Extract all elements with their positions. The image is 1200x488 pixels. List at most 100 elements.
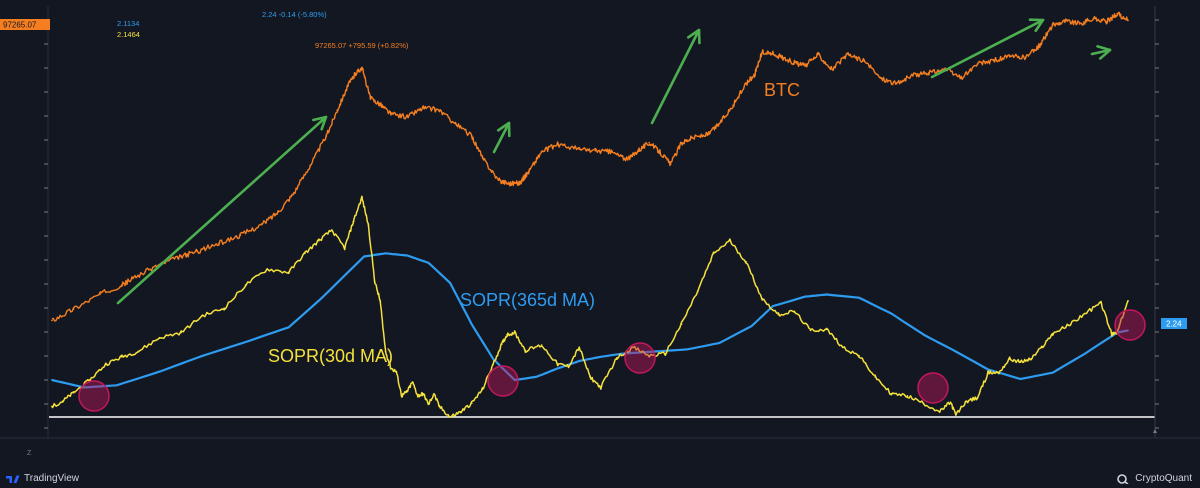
sopr-30d-point [976, 397, 979, 399]
sopr-30d-point [809, 329, 812, 332]
btc-point [260, 223, 263, 226]
crossover-highlight-circle [487, 365, 519, 397]
sopr-30d-point [500, 343, 503, 346]
trend-arrow-head [312, 115, 328, 131]
btc-point [680, 141, 683, 144]
sopr-30d-point [874, 375, 877, 378]
btc-point [637, 149, 640, 151]
sopr-30d-point [422, 392, 425, 395]
btc-point [718, 122, 721, 125]
sopr-30d-point [406, 390, 408, 393]
btc-point [1024, 56, 1027, 59]
btc-series [51, 11, 1129, 322]
sopr-30d-point [949, 401, 952, 404]
tradingview-logo-icon [6, 475, 20, 483]
sopr-30d-point [890, 392, 893, 395]
sopr-365d-point [621, 352, 624, 355]
btc-point [659, 150, 661, 153]
sopr-30d-point [51, 405, 53, 408]
sopr-365d-point [320, 297, 322, 300]
sopr-30d-point [158, 336, 161, 339]
btc-point [1116, 12, 1119, 15]
sopr-30d-point [745, 260, 747, 263]
sopr-30d-point [997, 371, 1000, 374]
btc-point [976, 63, 979, 66]
trend-arrow [1090, 48, 1112, 56]
sopr-30d-point [470, 402, 473, 405]
sopr-365d-point [513, 379, 516, 381]
sopr-30d-point [287, 271, 290, 274]
sopr-365d-point [599, 355, 602, 358]
btc-point [804, 65, 807, 67]
sopr-365d-point [492, 358, 495, 360]
btc-line [51, 11, 1129, 322]
btc-point [347, 84, 349, 87]
btc-point [438, 109, 441, 112]
sopr-30d-point [390, 367, 392, 370]
sopr-30d-point [104, 363, 107, 366]
right-axis-value-badge-text: 2.24 [1166, 320, 1182, 329]
btc-point [1078, 22, 1081, 25]
sopr-30d-point [317, 239, 320, 242]
sopr-365d-point [858, 296, 860, 299]
sopr-365d-point [750, 325, 753, 328]
sopr-365d-point [890, 312, 893, 315]
sopr-365d-point [987, 368, 990, 371]
sopr-30d-point [825, 328, 828, 331]
btc-point [196, 250, 199, 253]
trend-arrow-head [686, 28, 701, 45]
sopr-30d-point [589, 375, 591, 378]
sopr-30d-point [922, 402, 925, 405]
sopr-365d-point [201, 354, 204, 357]
sopr-30d-point [330, 229, 333, 232]
sopr-30d-series [51, 195, 1129, 418]
trend-arrow-head [496, 121, 511, 138]
btc-point [239, 234, 242, 237]
btc-series-label: BTC [764, 80, 800, 100]
sopr-30d-point [343, 247, 346, 249]
sopr-365d-change-readout: 2.24 -0.14 (-5.80%) [262, 10, 327, 19]
crossover-highlight-circle [78, 380, 110, 412]
sopr-30d-point [303, 252, 306, 255]
tradingview-brand-label: TradingView [24, 473, 80, 484]
btc-point [277, 211, 279, 213]
sopr-30d-point [223, 307, 226, 310]
cryptoquant-brand: CryptoQuant [1117, 473, 1192, 484]
btc-point [180, 255, 183, 258]
btc-point [217, 242, 220, 245]
sopr-30d-point [373, 280, 376, 283]
btc-point [72, 308, 75, 310]
sopr-30d-point [492, 363, 495, 366]
sopr-30d-point [411, 381, 414, 384]
sopr-30d-point [61, 400, 64, 403]
sopr-30d-point [680, 323, 683, 325]
btc-point [379, 103, 382, 106]
sopr-30d-point [728, 239, 731, 242]
sopr-30d-point [599, 386, 602, 389]
cryptoquant-brand-label: CryptoQuant [1135, 473, 1192, 484]
sopr-30d-point [761, 297, 764, 300]
btc-point [293, 191, 295, 194]
sopr-30d-point [384, 350, 387, 353]
sopr-30d-point [438, 405, 441, 408]
sopr-30d-point [1019, 361, 1022, 363]
btc-point [1105, 20, 1108, 23]
sopr-30d-point [1084, 312, 1086, 315]
sopr-365d-point [287, 326, 290, 329]
sopr-365d-point [406, 254, 408, 257]
sopr-365d-point [772, 305, 774, 308]
btc-point [960, 77, 963, 79]
sopr-30d-point [121, 355, 123, 358]
sopr-30d-point [1041, 346, 1043, 349]
sopr-30d-point [1110, 333, 1113, 336]
sopr-365d-point [685, 348, 688, 351]
sopr-30d-point [841, 346, 844, 349]
btc-point [454, 122, 457, 125]
sopr-30d-point [938, 410, 941, 413]
crossover-highlight-circle [917, 372, 949, 404]
sopr-365d-point [1127, 329, 1129, 332]
btc-point [527, 170, 530, 173]
tradingview-brand: TradingView [6, 473, 79, 484]
btc-point [847, 53, 850, 56]
sopr-365d-point [535, 375, 538, 378]
